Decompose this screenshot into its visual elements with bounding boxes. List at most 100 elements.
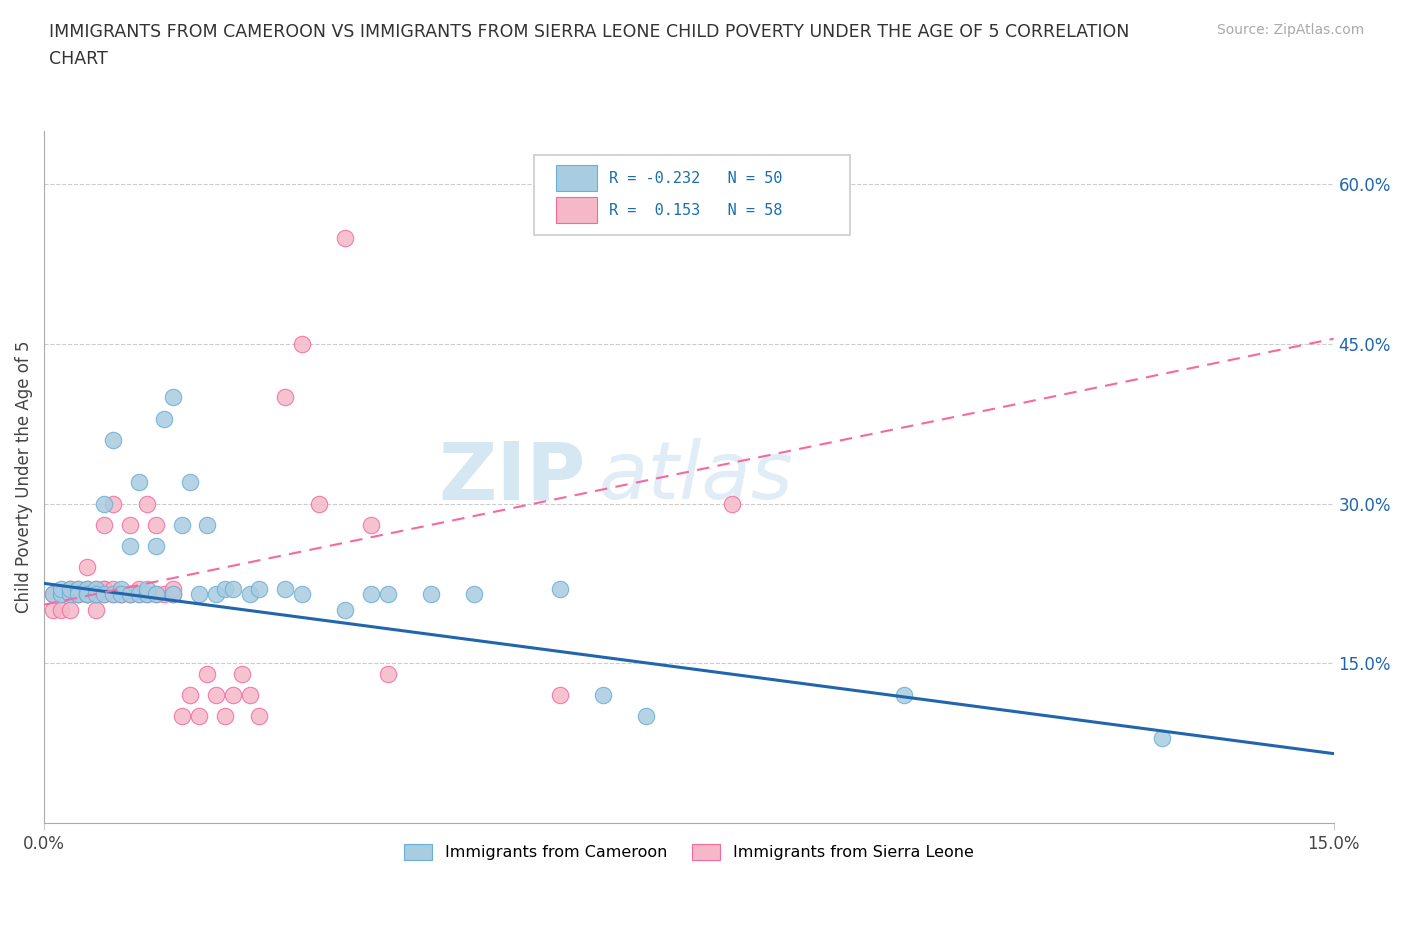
Point [110,587,132,602]
Point [548,687,571,702]
Point [41,587,63,602]
Text: ZIP: ZIP [439,438,586,516]
Point [162,587,184,602]
Point [634,709,657,724]
Point [179,687,201,702]
Text: atlas: atlas [599,438,793,516]
Text: R =  0.153   N = 58: R = 0.153 N = 58 [609,203,782,218]
Point [291,337,314,352]
Point [93,517,115,532]
Point [247,709,270,724]
Point [76,581,98,596]
Point [51,581,73,596]
Point [76,587,98,602]
Point [205,587,228,602]
Point [247,581,270,596]
Bar [555,166,598,192]
Point [76,587,98,602]
Point [101,587,124,602]
Point [222,581,245,596]
Point [67,581,90,596]
Point [101,497,124,512]
Point [214,709,236,724]
Point [101,587,124,602]
Point [145,587,167,602]
Point [197,517,219,532]
Point [93,581,115,596]
Point [84,587,107,602]
Point [101,432,124,447]
Point [76,581,98,596]
Point [136,587,159,602]
Point [274,581,297,596]
Point [41,603,63,618]
Point [145,538,167,553]
Point [308,497,330,512]
Point [162,587,184,602]
Point [145,587,167,602]
Point [333,231,356,246]
Point [93,497,115,512]
Point [153,587,176,602]
Point [120,587,142,602]
Point [120,587,142,602]
Point [893,687,915,702]
Point [1150,730,1173,745]
Point [76,587,98,602]
Point [222,687,245,702]
Point [59,587,82,602]
Point [59,581,82,596]
Point [170,709,193,724]
Point [333,603,356,618]
Point [153,411,176,426]
Point [67,581,90,596]
Point [360,517,382,532]
Point [120,517,142,532]
Point [721,497,744,512]
Point [59,603,82,618]
Point [59,581,82,596]
Point [76,587,98,602]
Point [84,581,107,596]
Point [110,587,132,602]
Point [377,587,399,602]
Point [136,497,159,512]
Text: R = -0.232   N = 50: R = -0.232 N = 50 [609,171,782,186]
Point [93,587,115,602]
Point [187,587,209,602]
Point [145,517,167,532]
Bar [555,197,598,223]
Point [179,475,201,490]
Point [136,581,159,596]
Point [231,667,253,682]
Point [360,587,382,602]
Point [51,603,73,618]
Point [84,581,107,596]
Point [51,587,73,602]
Point [197,667,219,682]
Point [128,475,150,490]
Point [120,538,142,553]
Point [120,587,142,602]
Point [67,587,90,602]
Point [84,587,107,602]
Point [128,587,150,602]
Legend: Immigrants from Cameroon, Immigrants from Sierra Leone: Immigrants from Cameroon, Immigrants fro… [398,837,980,867]
Point [136,587,159,602]
Point [51,587,73,602]
Y-axis label: Child Poverty Under the Age of 5: Child Poverty Under the Age of 5 [15,340,32,613]
Point [377,667,399,682]
Point [239,687,262,702]
Point [592,687,614,702]
Point [67,587,90,602]
Point [239,587,262,602]
Point [51,587,73,602]
Point [110,587,132,602]
Point [128,587,150,602]
Point [420,587,443,602]
Point [110,581,132,596]
Point [463,587,485,602]
Point [162,390,184,405]
FancyBboxPatch shape [534,155,851,235]
Point [274,390,297,405]
